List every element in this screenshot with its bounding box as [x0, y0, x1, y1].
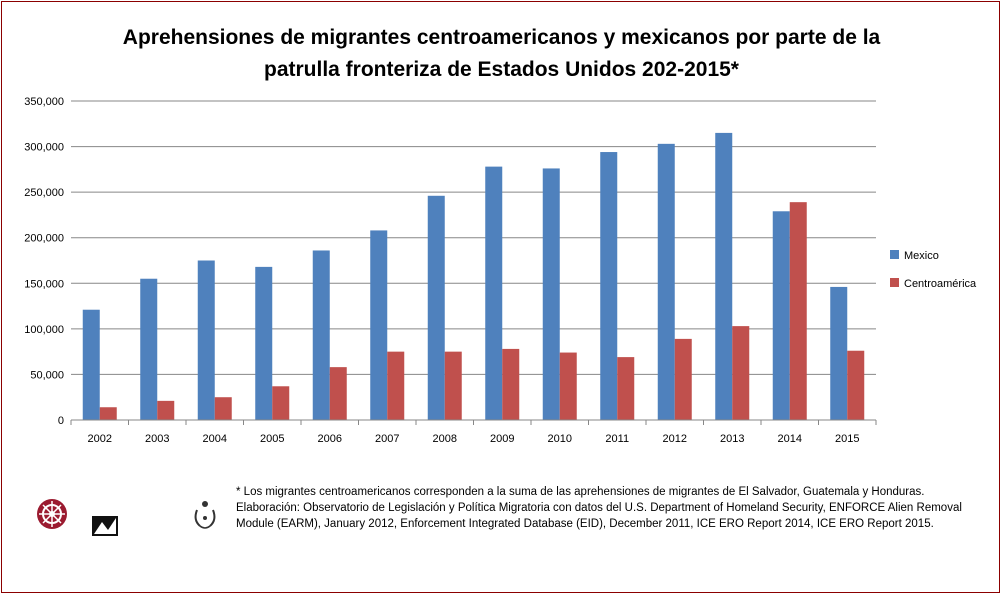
bar-centroamerica-2010 [559, 352, 577, 420]
x-tick-label: 2015 [835, 433, 859, 445]
bar-centroamerica-2015 [847, 350, 865, 420]
y-tick-label: 250,000 [24, 187, 64, 199]
x-tick-label: 2003 [145, 433, 169, 445]
bar-mexico-2007 [370, 230, 388, 420]
bar-centroamerica-2003 [157, 400, 175, 420]
bar-mexico-2008 [427, 195, 445, 420]
legend-label: Mexico [904, 250, 939, 262]
x-tick-label: 2010 [548, 433, 572, 445]
bar-mexico-2004 [197, 260, 215, 420]
bar-centroamerica-2004 [214, 397, 232, 420]
footnote-line-2: Elaboración: Observatorio de Legislación… [236, 502, 962, 530]
y-tick-label: 0 [58, 415, 64, 427]
footnote-line-1: * Los migrantes centroamericanos corresp… [236, 486, 925, 498]
gridlines [71, 100, 876, 375]
x-tick-label: 2009 [490, 433, 514, 445]
bar-centroamerica-2002 [99, 407, 117, 420]
bar-mexico-2003 [140, 278, 158, 420]
bar-mexico-2013 [715, 132, 733, 420]
bar-centroamerica-2006 [329, 367, 347, 420]
x-tick-label: 2012 [663, 433, 687, 445]
bar-mexico-2006 [312, 250, 330, 420]
observatorio-logo [18, 498, 86, 548]
y-tick-label: 300,000 [24, 142, 64, 154]
bar-centroamerica-2011 [617, 357, 635, 420]
bar-mexico-2009 [485, 166, 503, 420]
cndh-logo [180, 496, 230, 546]
x-tick-label: 2013 [720, 433, 744, 445]
y-tick-label: 50,000 [30, 369, 64, 381]
bar-centroamerica-2005 [272, 386, 290, 420]
bar-centroamerica-2014 [789, 202, 807, 420]
y-tick-label: 150,000 [24, 278, 64, 290]
footnote: * Los migrantes centroamericanos corresp… [236, 484, 971, 532]
legend-swatch [890, 278, 899, 287]
bar-centroamerica-2007 [387, 351, 405, 420]
x-tick-label: 2011 [605, 433, 629, 445]
bar-mexico-2012 [657, 143, 675, 420]
bar-centroamerica-2012 [674, 338, 692, 420]
legend: Mexico Centroamérica [890, 250, 977, 290]
x-tick-label: 2002 [88, 433, 112, 445]
legend-label: Centroamérica [904, 278, 977, 290]
chart-title: Aprehensiones de migrantes centroamerica… [0, 22, 1003, 86]
y-tick-label: 200,000 [24, 233, 64, 245]
y-axis-ticks: 0 50,000 100,000 150,000 200,000 250,000 300,0… [24, 96, 64, 427]
x-tick-label: 2007 [375, 433, 399, 445]
bar-mexico-2010 [542, 168, 560, 420]
bar-mexico-2005 [255, 266, 273, 420]
x-tick-label: 2004 [203, 433, 227, 445]
bar-mexico-2015 [830, 286, 848, 420]
bar-mexico-2011 [600, 152, 618, 421]
x-tick-label: 2005 [260, 433, 284, 445]
bar-mexico-2014 [772, 211, 790, 420]
y-tick-label: 100,000 [24, 324, 64, 336]
x-tick-label: 2006 [318, 433, 342, 445]
chart-title-line-1: Aprehensiones de migrantes centroamerica… [122, 26, 881, 49]
x-tick-label: 2014 [778, 433, 802, 445]
x-axis-ticks: 2002 2003 2004 2005 2006 2007 2008 2009 2010 2011… [70, 420, 877, 445]
bar-mexico-2002 [82, 309, 100, 420]
x-tick-label: 2008 [433, 433, 457, 445]
bar-centroamerica-2013 [732, 326, 750, 420]
legend-swatch [890, 250, 899, 259]
bar-centroamerica-2009 [502, 348, 520, 420]
bar-centroamerica-2008 [444, 351, 462, 420]
chart-title-line-2: patrulla fronteriza de Estados Unidos 20… [264, 58, 739, 81]
colef-logo [92, 512, 172, 542]
y-tick-label: 350,000 [24, 96, 64, 108]
bars [82, 132, 865, 421]
